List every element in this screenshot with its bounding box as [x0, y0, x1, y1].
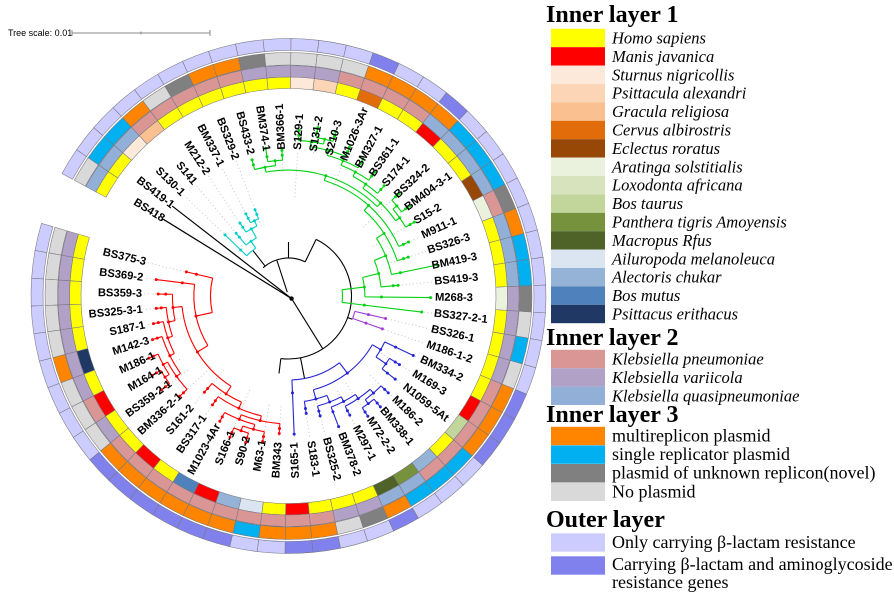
svg-text:Carrying β-lactam and aminogly: Carrying β-lactam and aminoglycoside [612, 554, 893, 574]
svg-text:BM366-1: BM366-1 [274, 103, 288, 150]
svg-text:Inner layer 1: Inner layer 1 [546, 2, 678, 28]
svg-text:Panthera tigris Amoyensis: Panthera tigris Amoyensis [611, 213, 787, 232]
svg-text:No plasmid: No plasmid [612, 481, 696, 501]
svg-text:Homo sapiens: Homo sapiens [611, 29, 706, 48]
svg-text:BM343: BM343 [270, 442, 284, 479]
svg-text:Ailuropoda melanoleuca: Ailuropoda melanoleuca [611, 249, 775, 268]
svg-text:Alectoris chukar: Alectoris chukar [611, 268, 722, 287]
svg-text:Gracula religiosa: Gracula religiosa [612, 102, 729, 121]
svg-text:resistance genes: resistance genes [612, 572, 728, 592]
svg-text:Outer layer: Outer layer [546, 507, 665, 533]
svg-text:multireplicon plasmid: multireplicon plasmid [612, 426, 770, 446]
svg-text:M268-3: M268-3 [435, 292, 473, 304]
svg-text:BS359-3: BS359-3 [98, 287, 142, 300]
svg-text:Klebsiella variicola: Klebsiella variicola [611, 368, 743, 387]
svg-text:Aratinga solstitialis: Aratinga solstitialis [611, 157, 743, 176]
svg-text:Tree scale: 0.01: Tree scale: 0.01 [8, 28, 72, 38]
svg-text:Eclectus roratus: Eclectus roratus [611, 139, 720, 158]
svg-text:Loxodonta africana: Loxodonta africana [611, 176, 743, 195]
svg-text:Only carrying β-lactam resista: Only carrying β-lactam resistance [612, 532, 856, 552]
svg-text:Macropus Rfus: Macropus Rfus [611, 231, 712, 250]
svg-text:Bos taurus: Bos taurus [612, 194, 683, 213]
svg-text:Cervus albirostris: Cervus albirostris [612, 121, 731, 140]
svg-text:Inner layer 2: Inner layer 2 [546, 325, 678, 351]
svg-text:Sturnus nigricollis: Sturnus nigricollis [612, 65, 734, 84]
svg-text:Psittacula alexandri: Psittacula alexandri [611, 84, 747, 103]
svg-text:Manis javanica: Manis javanica [611, 47, 714, 66]
svg-text:Psittacus erithacus: Psittacus erithacus [611, 305, 738, 324]
svg-text:single replicator plasmid: single replicator plasmid [612, 444, 790, 464]
svg-text:S129-1: S129-1 [292, 113, 306, 150]
svg-text:Klebsiella pneumoniae: Klebsiella pneumoniae [611, 350, 764, 369]
svg-text:Bos mutus: Bos mutus [612, 286, 680, 305]
svg-text:S165-1: S165-1 [289, 442, 302, 479]
svg-text:Inner layer 3: Inner layer 3 [546, 402, 678, 428]
